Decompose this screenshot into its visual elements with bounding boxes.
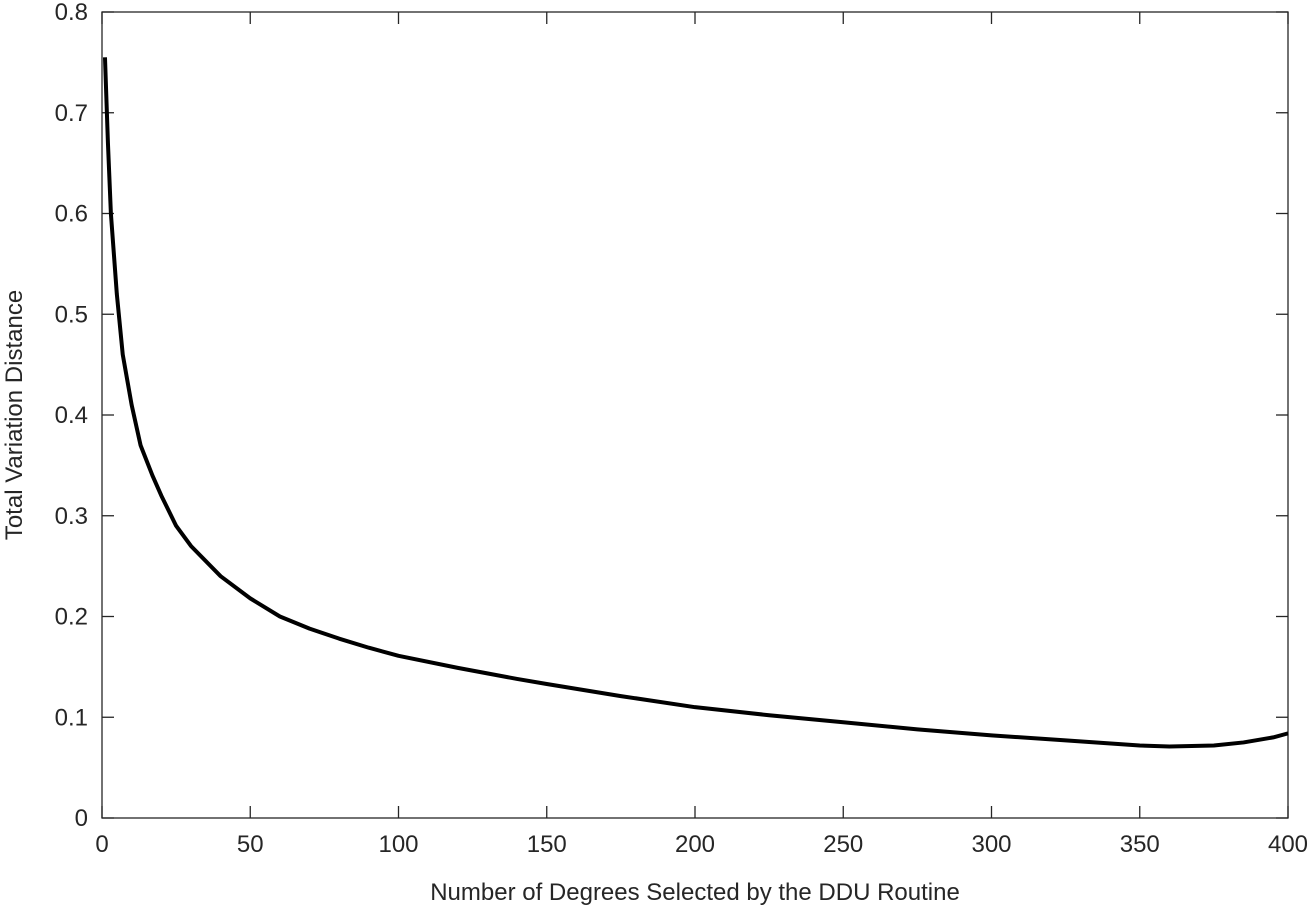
x-tick-label: 0	[95, 831, 108, 858]
y-tick-label: 0.7	[55, 100, 88, 127]
y-tick-label: 0.2	[55, 604, 88, 631]
x-tick-label: 400	[1268, 831, 1308, 858]
y-tick-label: 0.1	[55, 704, 88, 731]
x-tick-label: 250	[823, 831, 863, 858]
plot-frame	[101, 11, 1289, 819]
x-axis-label: Number of Degrees Selected by the DDU Ro…	[430, 879, 960, 906]
y-tick-label: 0	[75, 805, 88, 832]
x-tick-label: 200	[675, 831, 715, 858]
x-tick-label: 300	[971, 831, 1011, 858]
y-tick-label: 0.3	[55, 503, 88, 530]
x-tick-label: 350	[1120, 831, 1160, 858]
y-axis-label: Total Variation Distance	[1, 290, 28, 540]
data-line	[102, 57, 1289, 749]
y-tick-label: 0.8	[55, 0, 88, 26]
x-tick-label: 50	[237, 831, 264, 858]
y-tick-label: 0.5	[55, 301, 88, 328]
y-tick-label: 0.6	[55, 201, 88, 228]
y-tick-label: 0.4	[55, 402, 88, 429]
x-tick-label: 100	[378, 831, 418, 858]
x-tick-label: 150	[527, 831, 567, 858]
